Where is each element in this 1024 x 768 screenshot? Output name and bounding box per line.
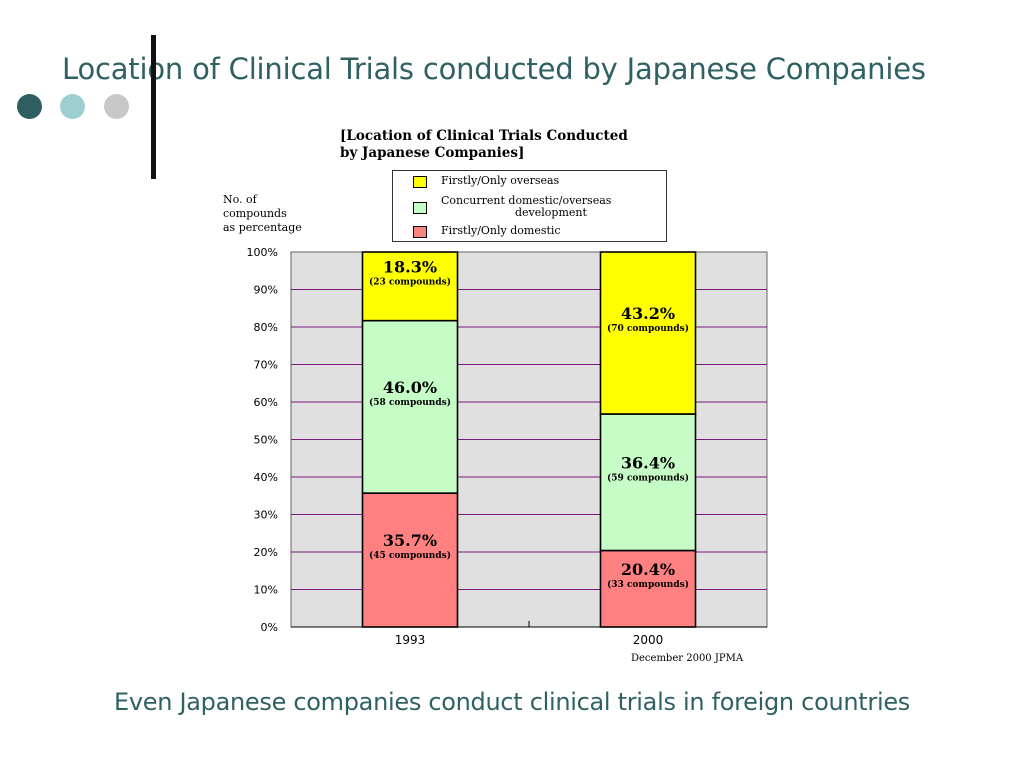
- y-axis-label: No. of compounds as percentage: [223, 193, 302, 234]
- bar-count-label: (33 compounds): [607, 579, 689, 590]
- chart-source-note: December 2000 JPMA: [631, 653, 744, 664]
- y-tick-label: 30%: [254, 509, 278, 522]
- bar-value-label: 18.3%: [383, 257, 437, 276]
- bar-segment: [361, 492, 459, 628]
- y-tick-label: 40%: [254, 471, 278, 484]
- bar-value-label: 46.0%: [383, 378, 437, 397]
- chart-title-line2: by Japanese Companies]: [340, 145, 525, 161]
- bar-segment: [361, 251, 459, 322]
- y-tick-label: 10%: [254, 584, 278, 597]
- bar-segment: [599, 251, 697, 415]
- bar-segment: [361, 319, 459, 494]
- y-tick-label: 0%: [261, 621, 278, 634]
- bar-value-label: 36.4%: [621, 453, 675, 472]
- y-tick-label: 80%: [254, 321, 278, 334]
- bullet-dot-gray: [104, 94, 129, 119]
- bar-segment: [599, 413, 697, 552]
- bar-segment: [599, 549, 697, 628]
- chart-title-line1: [Location of Clinical Trials Conducted: [340, 128, 628, 144]
- legend-label-concurrent-line2: development: [515, 206, 587, 219]
- slide-caption: Even Japanese companies conduct clinical…: [114, 688, 910, 716]
- x-category-label: 1993: [395, 633, 426, 647]
- bullet-dot-light: [60, 94, 85, 119]
- legend-swatch-domestic: [413, 226, 427, 238]
- bullet-dot-dark: [17, 94, 42, 119]
- y-tick-label: 20%: [254, 546, 278, 559]
- chart-legend: Firstly/Only overseas Concurrent domesti…: [392, 170, 667, 242]
- bar-count-label: (23 compounds): [369, 276, 451, 287]
- legend-swatch-overseas: [413, 176, 427, 188]
- bar-count-label: (70 compounds): [607, 323, 689, 334]
- legend-label-domestic: Firstly/Only domestic: [441, 224, 561, 237]
- x-category-label: 2000: [633, 633, 664, 647]
- y-tick-label: 90%: [254, 284, 278, 297]
- bar-count-label: (59 compounds): [607, 472, 689, 483]
- y-tick-label: 100%: [247, 246, 278, 259]
- bar-count-label: (45 compounds): [369, 550, 451, 561]
- bar-count-label: (58 compounds): [369, 397, 451, 408]
- legend-label-overseas: Firstly/Only overseas: [441, 174, 560, 187]
- y-tick-label: 50%: [254, 434, 278, 447]
- slide-title: Location of Clinical Trials conducted by…: [62, 52, 926, 86]
- chart-title: [Location of Clinical Trials Conducted b…: [340, 128, 628, 162]
- y-tick-label: 70%: [254, 359, 278, 372]
- legend-swatch-concurrent: [413, 202, 427, 214]
- legend-label-concurrent-line1: Concurrent domestic/overseas: [441, 194, 612, 207]
- bar-value-label: 43.2%: [621, 304, 675, 323]
- bar-value-label: 35.7%: [383, 531, 437, 550]
- bar-value-label: 20.4%: [621, 560, 675, 579]
- y-tick-label: 60%: [254, 396, 278, 409]
- title-divider-bar: [151, 35, 156, 179]
